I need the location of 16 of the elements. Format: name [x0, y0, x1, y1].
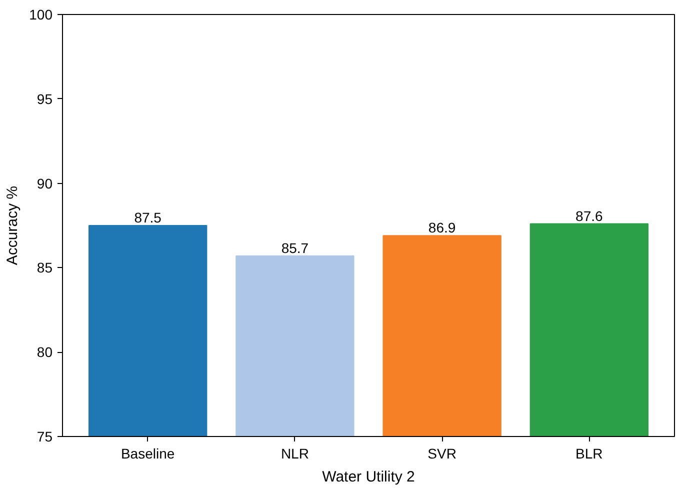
- y-axis-title: Accuracy %: [4, 186, 22, 266]
- x-tick-label: Baseline: [120, 446, 175, 462]
- y-tick-label: 100: [29, 6, 53, 22]
- y-tick-label: 90: [36, 175, 53, 192]
- y-tick-label: 95: [36, 90, 53, 107]
- y-tick-label: 85: [36, 260, 53, 276]
- data-label: 87.6: [576, 208, 604, 224]
- y-tick-label: 75: [36, 428, 53, 444]
- data-label: 86.9: [428, 220, 456, 236]
- data-label: 87.5: [134, 210, 162, 226]
- x-axis-title: Water Utility 2: [322, 468, 415, 486]
- x-tick-label: NLR: [280, 446, 309, 462]
- y-tick-label: 80: [36, 344, 53, 360]
- x-tick-label: BLR: [576, 446, 603, 462]
- x-tick-label: SVR: [428, 446, 456, 462]
- data-label: 85.7: [281, 240, 309, 256]
